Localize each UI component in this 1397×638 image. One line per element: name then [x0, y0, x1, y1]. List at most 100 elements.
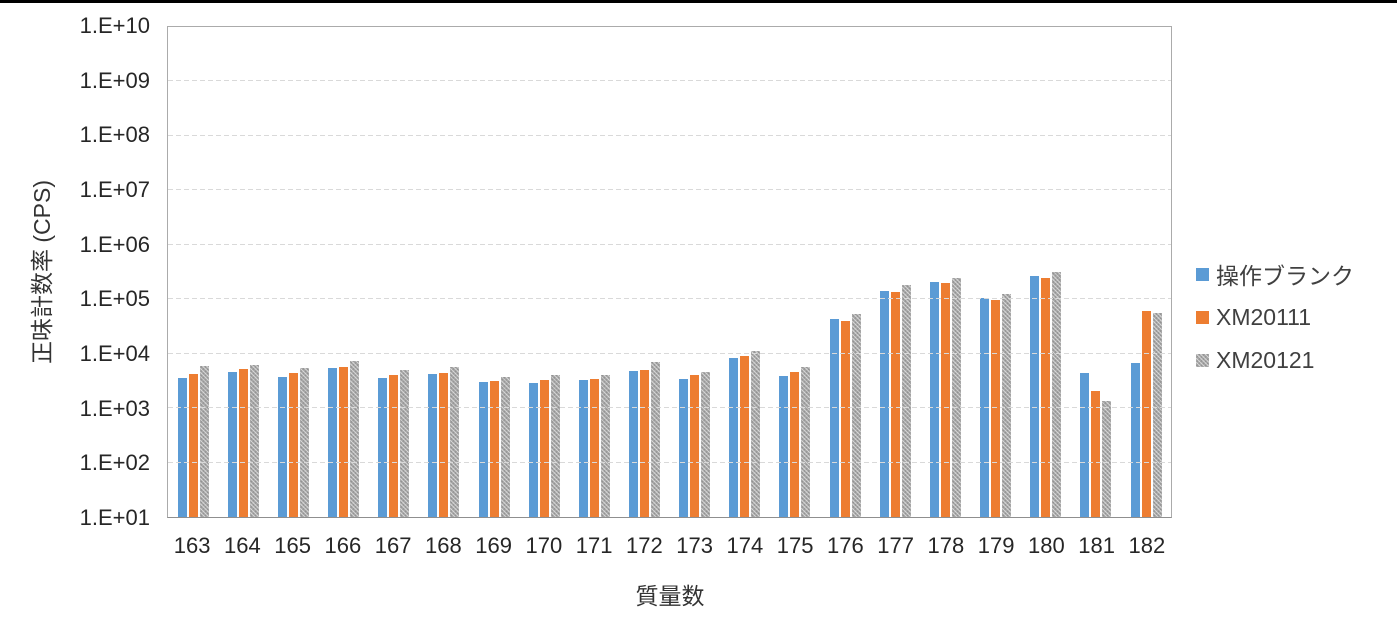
- bar-XM20121-176: [851, 314, 861, 517]
- x-tick-label-179: 179: [977, 533, 1015, 558]
- x-tick-label-167: 167: [374, 533, 412, 558]
- plot-area: [167, 26, 1172, 518]
- bar-操作ブランク-167: [378, 377, 388, 517]
- bar-XM20121-168: [450, 366, 460, 517]
- x-tick-label-163: 163: [173, 533, 211, 558]
- gridline: [168, 243, 1171, 245]
- x-tick-label-173: 173: [676, 533, 713, 558]
- bar-group-173: [670, 27, 720, 517]
- x-tick-label-180: 180: [1028, 533, 1065, 558]
- bar-XM20111-172: [639, 370, 649, 517]
- bar-操作ブランク-169: [478, 382, 488, 517]
- legend-label: XM20111: [1216, 303, 1312, 330]
- x-tick-label-178: 178: [927, 533, 965, 558]
- bar-group-180: [1021, 27, 1071, 517]
- gridline: [168, 407, 1171, 409]
- legend-label: XM20121: [1216, 346, 1315, 373]
- x-tick-label-181: 181: [1078, 533, 1115, 558]
- bar-操作ブランク-177: [879, 291, 889, 517]
- bar-XM20111-165: [288, 373, 298, 517]
- bar-操作ブランク-170: [528, 382, 538, 517]
- gridline: [168, 134, 1171, 136]
- bar-group-175: [770, 27, 820, 517]
- x-tick-label-170: 170: [525, 533, 563, 558]
- x-axis-labels: 163 164 165 166 167 168 169 170 171 172 173 174 175 1…: [167, 533, 1172, 559]
- bar-XM20111-180: [1041, 278, 1051, 517]
- bar-操作ブランク-164: [227, 372, 237, 517]
- bar-XM20121-170: [550, 375, 560, 517]
- bar-XM20111-173: [690, 374, 700, 517]
- legend-swatch-icon: [1196, 267, 1209, 281]
- gridline: [168, 461, 1171, 463]
- legend-item-操作ブランク: 操作ブランク: [1196, 260, 1354, 289]
- bar-操作ブランク-175: [779, 375, 789, 517]
- bar-操作ブランク-165: [277, 377, 287, 517]
- bar-group-167: [369, 27, 419, 517]
- bar-XM20111-170: [539, 379, 549, 517]
- bar-XM20121-166: [350, 361, 360, 517]
- x-tick-label-164: 164: [224, 533, 261, 558]
- bar-group-169: [469, 27, 519, 517]
- bar-group-176: [820, 27, 870, 517]
- legend-swatch-icon: [1196, 353, 1209, 367]
- x-axis-title: 質量数: [635, 583, 705, 609]
- bar-XM20111-171: [589, 379, 599, 517]
- bar-XM20111-177: [890, 292, 900, 517]
- bar-XM20121-179: [1002, 293, 1012, 517]
- bar-操作ブランク-173: [679, 378, 689, 517]
- x-tick-label-168: 168: [425, 533, 462, 558]
- x-tick-label-171: 171: [575, 533, 613, 558]
- bar-XM20121-165: [299, 368, 309, 517]
- legend-item-XM20111: XM20111: [1196, 303, 1354, 331]
- bar-XM20111-168: [439, 372, 449, 517]
- y-tick-label: 1.E+05: [79, 286, 150, 312]
- gridline: [168, 298, 1171, 300]
- bar-XM20111-167: [389, 375, 399, 517]
- bar-操作ブランク-168: [428, 374, 438, 517]
- bar-XM20121-180: [1052, 272, 1062, 517]
- bar-group-172: [619, 27, 669, 517]
- bar-group-178: [920, 27, 970, 517]
- bar-XM20121-163: [199, 366, 209, 517]
- bar-XM20111-178: [940, 283, 950, 517]
- bar-XM20121-178: [951, 277, 961, 517]
- bar-XM20111-163: [188, 373, 198, 517]
- legend-label: 操作ブランク: [1216, 263, 1354, 289]
- bar-操作ブランク-178: [929, 282, 939, 517]
- legend-item-XM20121: XM20121: [1196, 346, 1354, 374]
- bar-group-182: [1121, 27, 1171, 517]
- bar-XM20121-177: [901, 285, 911, 517]
- bar-操作ブランク-171: [578, 380, 588, 517]
- bar-操作ブランク-163: [177, 377, 187, 517]
- bar-操作ブランク-180: [1030, 276, 1040, 517]
- bar-group-179: [971, 27, 1021, 517]
- bar-操作ブランク-166: [328, 367, 338, 517]
- bar-group-174: [720, 27, 770, 517]
- x-tick-label-165: 165: [274, 533, 311, 558]
- bar-group-181: [1071, 27, 1121, 517]
- bar-XM20111-179: [991, 299, 1001, 517]
- bar-XM20111-164: [238, 369, 248, 517]
- bar-XM20121-171: [600, 374, 610, 517]
- bar-XM20111-169: [489, 380, 499, 517]
- bar-group-163: [168, 27, 218, 517]
- bar-操作ブランク-174: [729, 358, 739, 517]
- x-tick-label-175: 175: [776, 533, 814, 558]
- y-tick-label: 1.E+10: [79, 13, 150, 38]
- bar-group-164: [218, 27, 268, 517]
- bar-XM20111-166: [339, 366, 349, 517]
- x-tick-label-176: 176: [827, 533, 864, 558]
- bar-group-166: [318, 27, 368, 517]
- bar-XM20121-164: [249, 364, 259, 517]
- y-tick-label: 1.E+08: [79, 122, 150, 148]
- y-tick-label: 1.E+02: [79, 450, 150, 476]
- x-tick-label-182: 182: [1128, 533, 1166, 558]
- bar-XM20121-172: [650, 362, 660, 517]
- bar-group-165: [268, 27, 318, 517]
- legend: 操作ブランク XM20111 XM20121: [1196, 260, 1354, 374]
- gridline: [168, 80, 1171, 82]
- bar-XM20121-174: [751, 351, 761, 517]
- y-tick-label: 1.E+04: [79, 341, 150, 366]
- x-tick-label-169: 169: [475, 533, 512, 558]
